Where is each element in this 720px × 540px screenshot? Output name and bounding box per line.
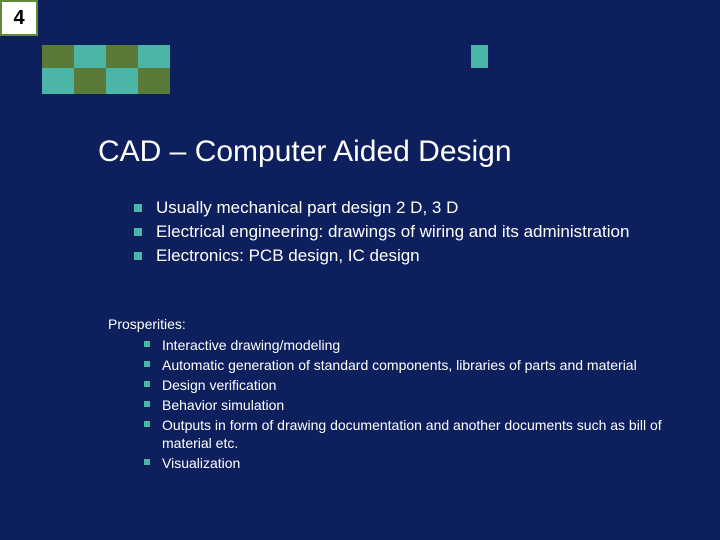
deco-box bbox=[138, 45, 170, 68]
slide-title: CAD – Computer Aided Design bbox=[98, 135, 512, 169]
list-item: Usually mechanical part design 2 D, 3 D bbox=[134, 197, 670, 220]
list-item: Electrical engineering: drawings of wiri… bbox=[134, 221, 670, 244]
deco-box bbox=[74, 68, 106, 94]
slide-number: 4 bbox=[13, 7, 24, 30]
slide-number-box: 4 bbox=[0, 0, 38, 36]
decoration-row-top bbox=[42, 45, 170, 68]
list-item: Electronics: PCB design, IC design bbox=[134, 245, 670, 268]
deco-box bbox=[42, 68, 74, 94]
list-item: Automatic generation of standard compone… bbox=[144, 356, 670, 375]
deco-box bbox=[106, 45, 138, 68]
decoration-row-bottom bbox=[42, 68, 170, 94]
deco-box bbox=[74, 45, 106, 68]
list-item: Outputs in form of drawing documentation… bbox=[144, 416, 670, 454]
deco-box bbox=[106, 68, 138, 94]
list-item: Behavior simulation bbox=[144, 396, 670, 415]
list-item: Design verification bbox=[144, 376, 670, 395]
main-bullet-list: Usually mechanical part design 2 D, 3 D … bbox=[134, 197, 670, 269]
list-item: Interactive drawing/modeling bbox=[144, 336, 670, 355]
deco-box bbox=[138, 68, 170, 94]
sub-bullet-list: Interactive drawing/modeling Automatic g… bbox=[144, 336, 670, 474]
sub-heading: Prosperities: bbox=[108, 316, 186, 332]
deco-box bbox=[42, 45, 74, 68]
decoration-side-box bbox=[471, 45, 488, 68]
list-item: Visualization bbox=[144, 454, 670, 473]
